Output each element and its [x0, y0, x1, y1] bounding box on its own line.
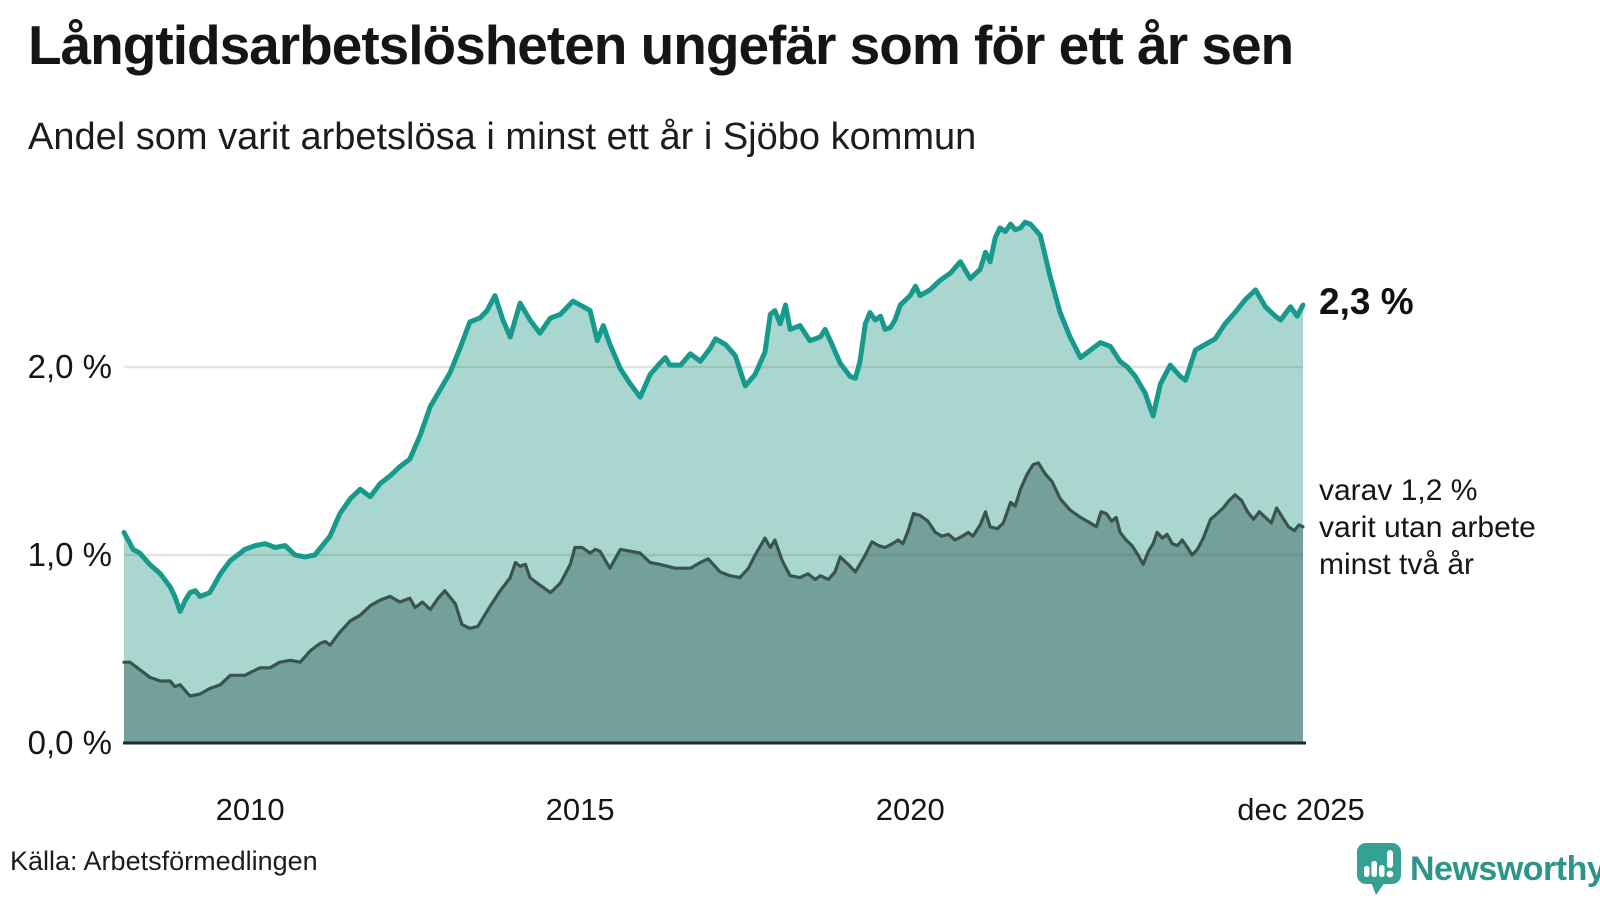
total-series-line [121, 219, 1306, 614]
sub-series-label-line1: varav 1,2 % [1319, 473, 1478, 507]
y-tick-label: 1,0 % [27, 536, 112, 573]
sub-series-label: varav 1,2 % varit utan arbete minst två … [1319, 472, 1536, 583]
chart-subtitle: Andel som varit arbetslösa i minst ett å… [28, 116, 977, 158]
y-tick-label: 2,0 % [27, 348, 112, 385]
sub-series-label-line3: minst två år [1319, 547, 1475, 581]
newsworthy-logo-icon [1357, 843, 1401, 895]
sub-series-line [122, 461, 1305, 698]
source-attribution: Källa: Arbetsförmedlingen [10, 846, 318, 876]
y-tick-label: 0,0 % [27, 724, 112, 761]
latest-value-label: 2,3 % [1319, 280, 1414, 322]
x-tick-label: 2020 [875, 792, 945, 827]
x-tick-label: dec 2025 [1237, 792, 1365, 827]
x-tick-label: 2015 [545, 792, 615, 827]
newsworthy-logo-text: Newsworthy [1410, 849, 1600, 888]
sub-series-label-line2: varit utan arbete [1319, 510, 1536, 544]
newsworthy-logo: Newsworthy [1356, 842, 1600, 896]
page-title: Långtidsarbetslösheten ungefär som för e… [28, 14, 1294, 76]
sub-series-area [124, 462, 1303, 743]
x-tick-label: 2010 [215, 792, 285, 827]
